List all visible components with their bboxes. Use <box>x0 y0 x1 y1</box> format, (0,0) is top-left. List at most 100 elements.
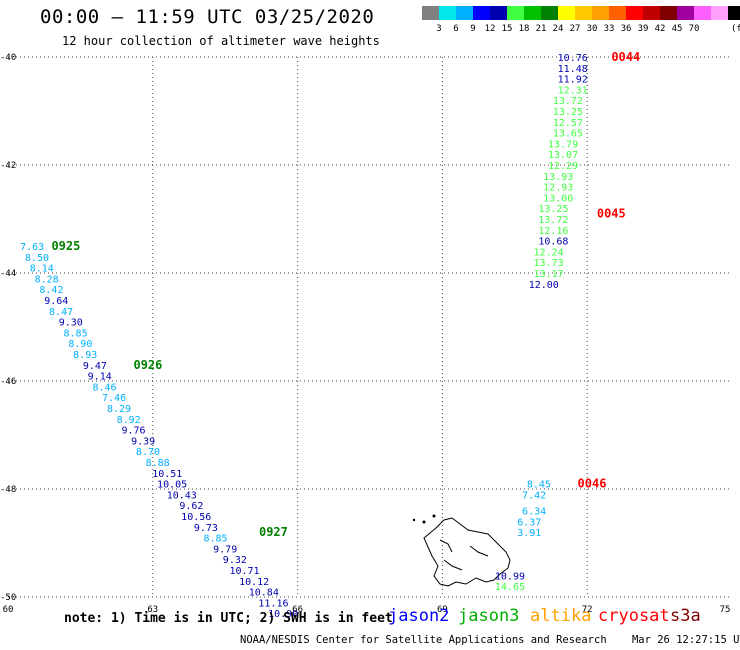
legend-swatch <box>507 6 524 20</box>
wave-height-label: 3.91 <box>517 528 541 539</box>
lon-tick-label: 75 <box>720 605 731 615</box>
legend-swatch <box>609 6 626 20</box>
legend-swatch <box>490 6 507 20</box>
wave-height-label: 8.85 <box>64 328 88 339</box>
credit-line: NOAA/NESDIS Center for Satellite Applica… <box>240 634 740 646</box>
wave-height-label: 10.84 <box>249 588 279 599</box>
wave-height-label: 12.00 <box>529 280 559 291</box>
wave-height-label: 11.16 <box>258 598 288 609</box>
lon-tick-label: 63 <box>147 605 158 615</box>
legend-tick-label: 18 <box>519 24 530 34</box>
wave-height-label: 13.65 <box>553 129 583 140</box>
wave-height-label: 10.90 <box>268 609 298 620</box>
generated-timestamp: Mar 26 12:27:15 UTC 2020 <box>631 634 740 646</box>
wave-height-label: 8.47 <box>49 307 73 318</box>
legend-swatch <box>558 6 575 20</box>
legend-tick-label: 24 <box>553 24 564 34</box>
wave-height-label: 8.90 <box>68 339 92 350</box>
wave-height-label: 7.63 <box>20 242 44 253</box>
legend-tick-label: 42 <box>655 24 666 34</box>
wave-height-label: 9.64 <box>44 296 68 307</box>
wave-height-label: 10.68 <box>538 237 568 248</box>
islet <box>422 520 426 524</box>
wave-height-label: 10.12 <box>239 577 269 588</box>
wave-height-label: 13.07 <box>548 150 578 161</box>
legend-swatch <box>643 6 660 20</box>
lat-tick-label: -46 <box>0 377 16 387</box>
pass-time-label: 0925 <box>51 239 80 253</box>
wave-height-label: 8.88 <box>146 458 170 469</box>
lon-tick-label: 72 <box>582 605 593 615</box>
wave-height-map: 60 63 66 69 72 75-40-42-44-46-48-507.638.508.… <box>0 50 732 620</box>
legend-swatch <box>575 6 592 20</box>
legend-tick-label: 45 <box>672 24 683 34</box>
wave-height-label: 8.29 <box>107 404 131 415</box>
wave-height-label: 12.57 <box>553 118 583 129</box>
credit-text: NOAA/NESDIS Center for Satellite Applica… <box>240 634 607 646</box>
pass-time-label: 0927 <box>259 525 288 539</box>
satellite-name: s3a <box>670 606 701 626</box>
wave-height-label: 8.85 <box>203 534 227 545</box>
wave-height-label: 11.92 <box>558 75 588 86</box>
legend-tick-label: 15 <box>502 24 513 34</box>
lat-tick-label: -50 <box>0 593 16 603</box>
pass-time-label: 0044 <box>611 50 640 64</box>
pass-time-label: 0046 <box>578 477 607 491</box>
wave-height-label: 7.46 <box>102 393 126 404</box>
wave-height-label: 11.48 <box>558 64 588 75</box>
wave-height-label: 14.65 <box>495 582 525 593</box>
island-coastline <box>423 517 511 587</box>
wave-height-label: 10.71 <box>229 566 259 577</box>
page-title: 00:00 – 11:59 UTC 03/25/2020 <box>40 6 375 28</box>
wave-height-label: 8.93 <box>73 350 97 361</box>
satellite-name: jason2 <box>388 606 450 626</box>
wave-height-label: 8.45 <box>527 480 551 491</box>
page-subtitle: 12 hour collection of altimeter wave hei… <box>62 34 380 48</box>
wave-height-label: 13.72 <box>553 96 583 107</box>
wave-height-label: 8.92 <box>117 415 141 426</box>
wave-height-label: 8.28 <box>35 274 59 285</box>
wave-height-label: 8.14 <box>30 264 54 275</box>
legend-tick-label: 6 <box>453 24 458 34</box>
legend-tick-label: 39 <box>638 24 649 34</box>
legend-swatch <box>711 6 728 20</box>
legend-tick-label: 30 <box>587 24 598 34</box>
legend-swatch <box>524 6 541 20</box>
lon-tick-label: 60 <box>3 605 14 615</box>
legend-swatch <box>456 6 473 20</box>
wave-height-label: 6.37 <box>517 517 541 528</box>
wave-height-label: 10.43 <box>167 490 197 501</box>
wave-height-label: 10.76 <box>558 53 588 64</box>
wave-height-label: 8.50 <box>25 253 49 264</box>
wave-height-label: 13.25 <box>553 107 583 118</box>
legend-tick-label: 21 <box>536 24 547 34</box>
satellite-name: cryosat <box>598 606 670 626</box>
legend-unit-label: (ft) <box>731 24 740 34</box>
wave-height-label: 12.31 <box>558 85 588 96</box>
wave-height-label: 13.72 <box>538 215 568 226</box>
wave-height-label: 7.42 <box>522 490 546 501</box>
wave-height-label: 12.16 <box>538 226 568 237</box>
wave-height-label: 13.17 <box>534 269 564 280</box>
legend-swatch <box>422 6 439 20</box>
wave-height-label: 9.73 <box>194 523 218 534</box>
wave-height-label: 13.73 <box>534 258 564 269</box>
pass-time-label: 0045 <box>597 207 626 221</box>
wave-height-label: 8.42 <box>39 285 63 296</box>
islet <box>412 518 416 522</box>
wave-height-label: 9.32 <box>223 555 247 566</box>
satellite-name: altika <box>530 606 592 626</box>
wave-height-label: 13.93 <box>543 172 573 183</box>
wave-height-label: 9.14 <box>88 372 112 383</box>
wave-height-label: 13.79 <box>548 139 578 150</box>
wave-height-label: 13.00 <box>543 193 573 204</box>
legend-tick-label: 36 <box>621 24 632 34</box>
legend-swatch <box>728 6 740 20</box>
legend-swatch <box>592 6 609 20</box>
legend-swatch <box>677 6 694 20</box>
footnote: note: 1) Time is in UTC; 2) SWH is in fe… <box>64 611 393 626</box>
lat-tick-label: -48 <box>0 485 16 495</box>
legend-swatch <box>439 6 456 20</box>
wave-height-label: 12.29 <box>548 161 578 172</box>
